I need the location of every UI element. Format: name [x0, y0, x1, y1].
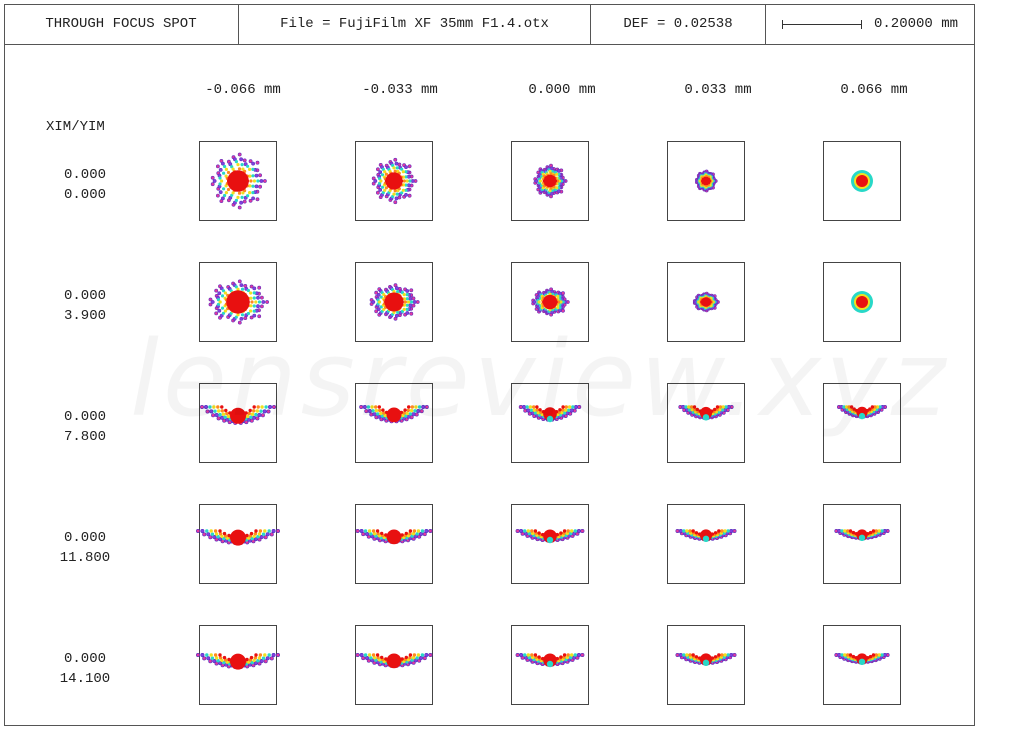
- spot-box-r5-c5: [823, 625, 901, 705]
- row-xim: 0.000: [63, 167, 106, 183]
- spot-box-r3-c3: [511, 383, 589, 463]
- column-header-defocus-4: 0.033 mm: [684, 82, 752, 98]
- spot-box-r1-c4: [667, 141, 745, 221]
- row-yim: 7.800: [63, 429, 106, 445]
- spot-box-r1-c5: [823, 141, 901, 221]
- file-label: File = FujiFilm XF 35mm F1.4.otx: [239, 4, 591, 45]
- def-label: DEF = 0.02538: [591, 4, 766, 45]
- plot-frame: [4, 4, 975, 726]
- row-xim: 0.000: [63, 409, 106, 425]
- row-xim: 0.000: [63, 530, 106, 546]
- row-xim: 0.000: [63, 651, 106, 667]
- spot-box-r4-c3: [511, 504, 589, 584]
- column-header-defocus-2: -0.033 mm: [362, 82, 438, 98]
- axis-label: XIM/YIM: [46, 119, 105, 135]
- spot-box-r5-c1: [199, 625, 277, 705]
- spot-box-r4-c2: [355, 504, 433, 584]
- row-header-field-1: 0.000 0.000: [40, 165, 130, 205]
- row-yim: 0.000: [63, 187, 106, 203]
- plot-title: THROUGH FOCUS SPOT: [4, 4, 239, 45]
- spot-box-r2-c3: [511, 262, 589, 342]
- scale-bar: [782, 19, 862, 29]
- spot-box-r4-c1: [199, 504, 277, 584]
- spot-box-r2-c5: [823, 262, 901, 342]
- spot-box-r4-c5: [823, 504, 901, 584]
- spot-box-r2-c1: [199, 262, 277, 342]
- row-xim: 0.000: [63, 288, 106, 304]
- row-header-field-4: 0.000 11.800: [40, 528, 130, 568]
- scale-header: 0.20000 mm: [766, 4, 975, 45]
- spot-box-r1-c2: [355, 141, 433, 221]
- row-header-field-3: 0.000 7.800: [40, 407, 130, 447]
- column-header-defocus-3: 0.000 mm: [528, 82, 596, 98]
- spot-box-r3-c1: [199, 383, 277, 463]
- spot-box-r2-c2: [355, 262, 433, 342]
- scale-label: 0.20000 mm: [874, 16, 959, 32]
- spot-box-r4-c4: [667, 504, 745, 584]
- column-header-defocus-1: -0.066 mm: [205, 82, 281, 98]
- row-yim: 3.900: [63, 308, 106, 324]
- row-yim: 11.800: [59, 550, 111, 566]
- spot-box-r2-c4: [667, 262, 745, 342]
- column-header-defocus-5: 0.066 mm: [840, 82, 908, 98]
- row-yim: 14.100: [59, 671, 111, 687]
- spot-box-r1-c3: [511, 141, 589, 221]
- spot-box-r3-c2: [355, 383, 433, 463]
- spot-box-r3-c5: [823, 383, 901, 463]
- spot-box-r5-c2: [355, 625, 433, 705]
- row-header-field-2: 0.000 3.900: [40, 286, 130, 326]
- spot-box-r5-c4: [667, 625, 745, 705]
- row-header-field-5: 0.000 14.100: [40, 649, 130, 689]
- spot-box-r5-c3: [511, 625, 589, 705]
- spot-box-r1-c1: [199, 141, 277, 221]
- spot-box-r3-c4: [667, 383, 745, 463]
